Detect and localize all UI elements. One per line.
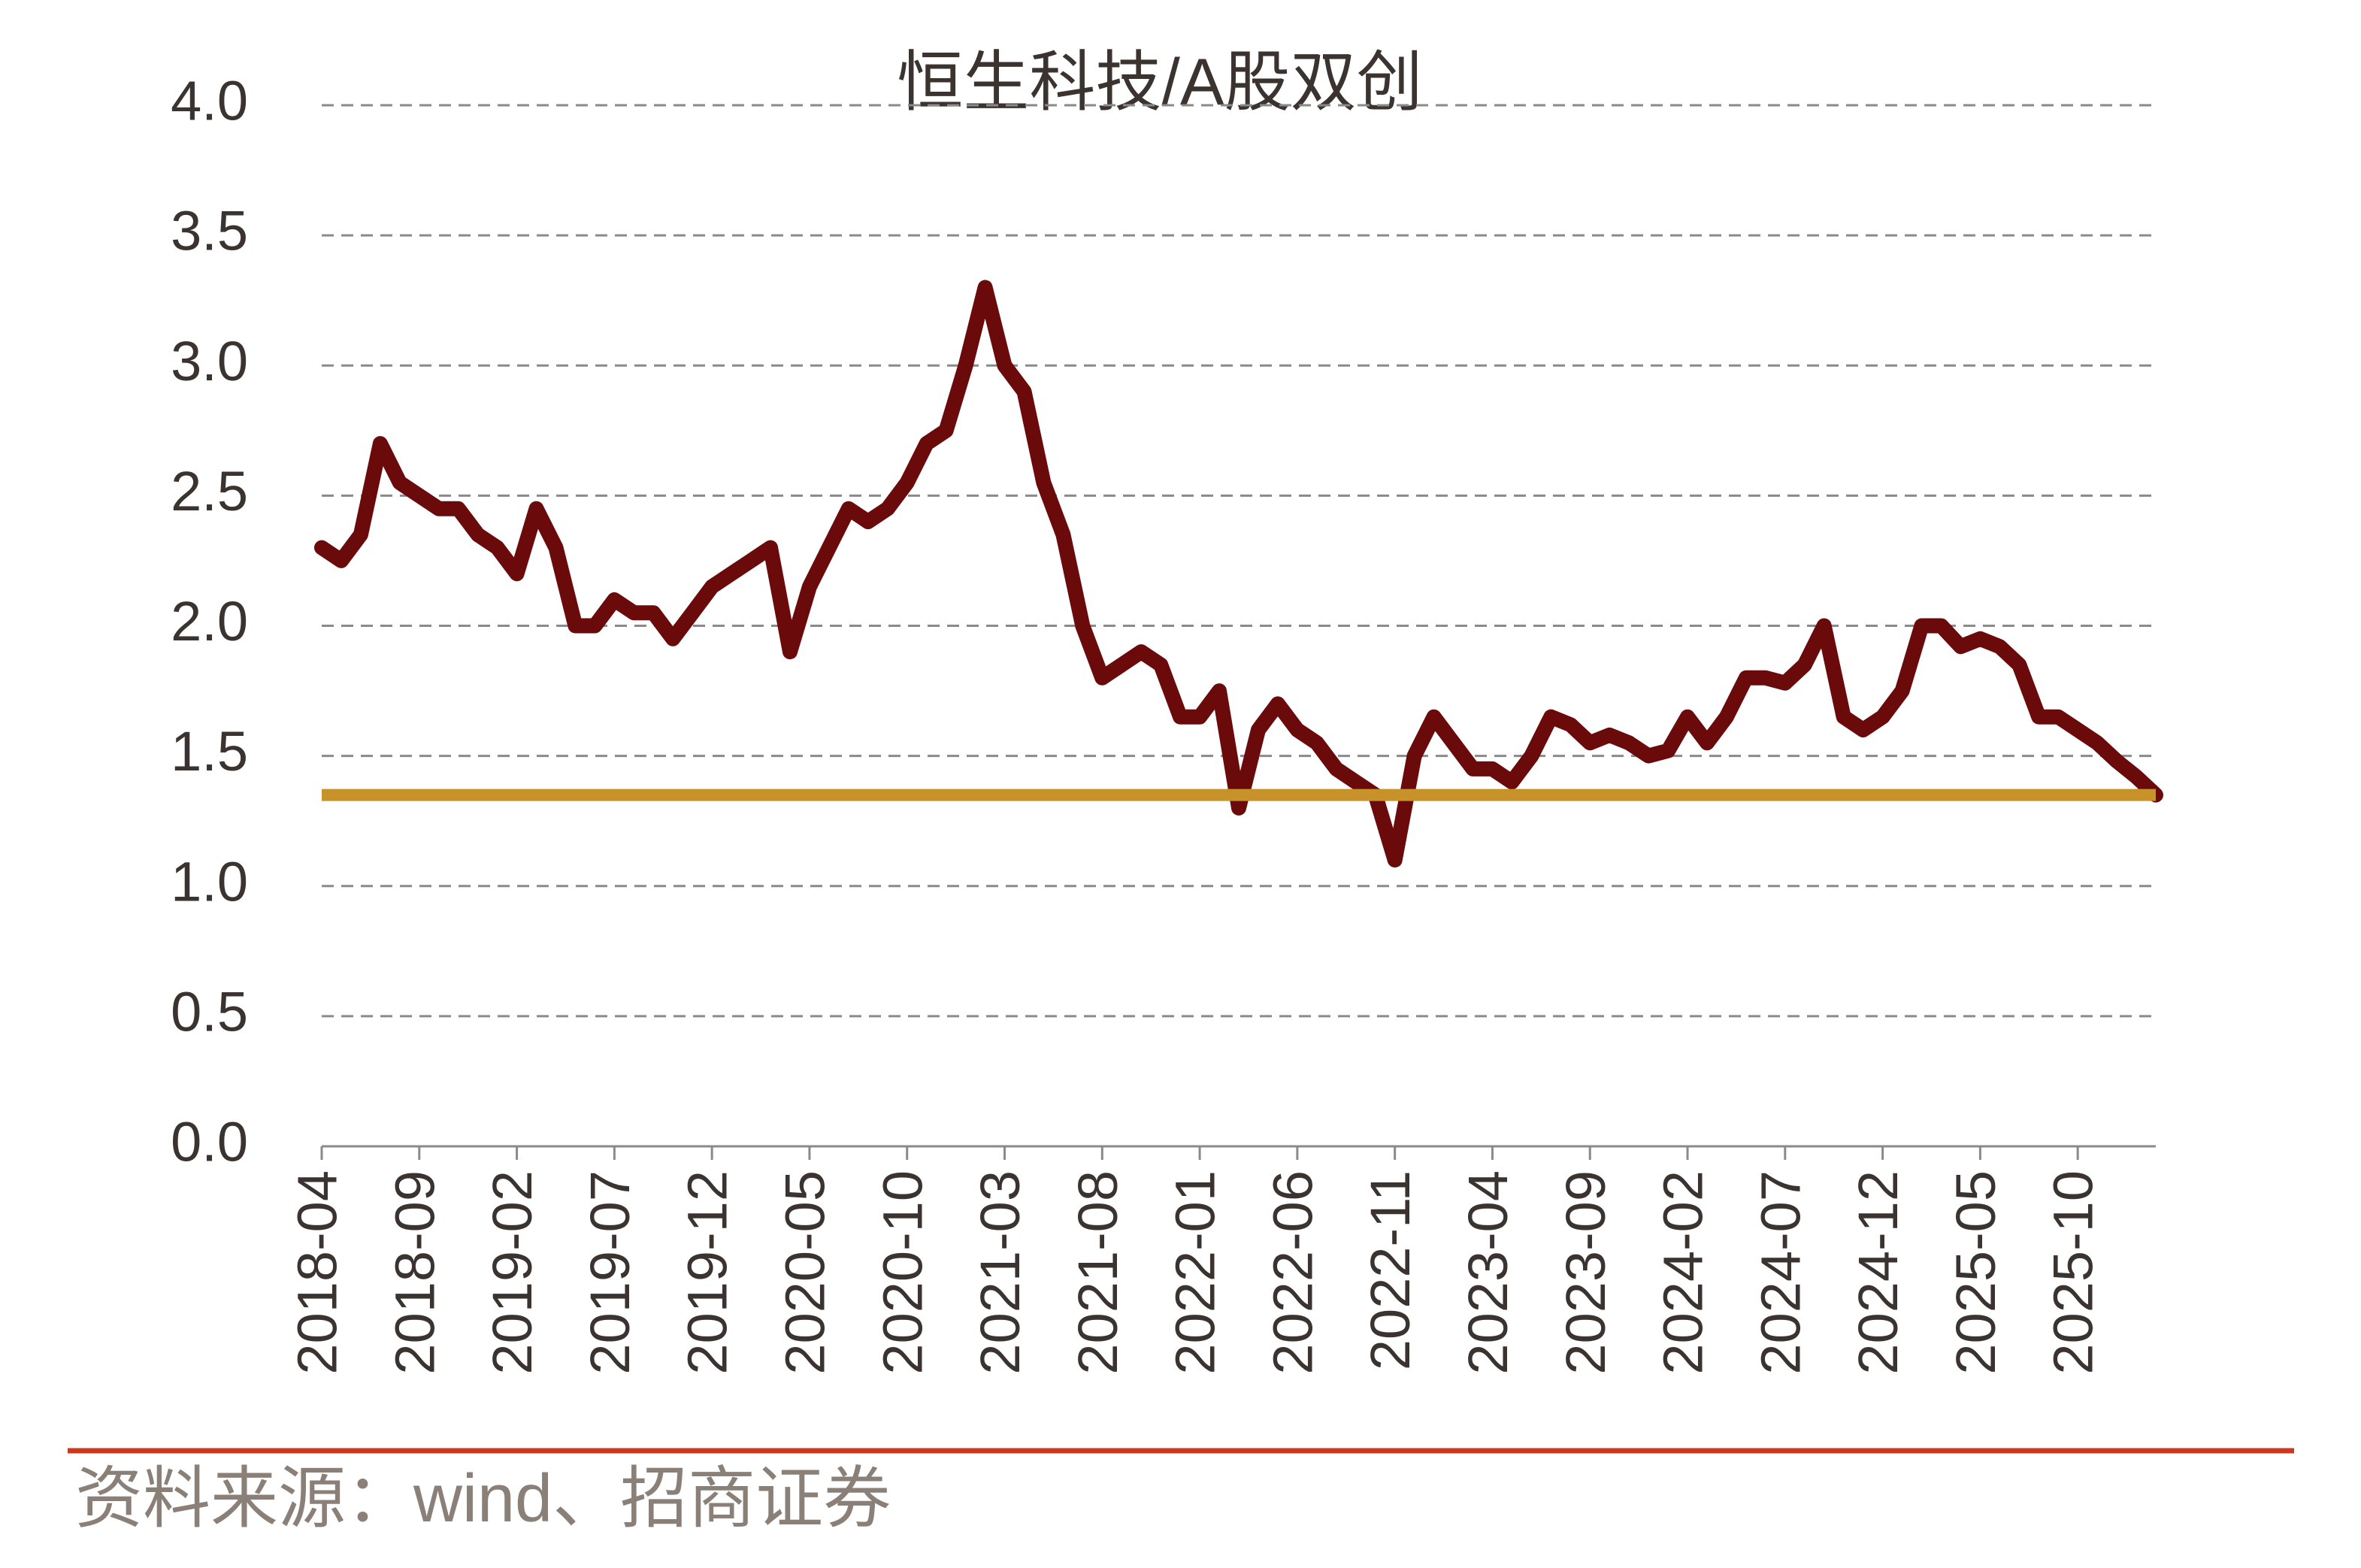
x-tick-label: 2022-01: [1164, 1170, 1227, 1375]
y-tick-label: 1.5: [171, 720, 248, 782]
x-tick-label: 2018-04: [286, 1170, 349, 1375]
chart-title: 恒生科技/A股双创: [897, 44, 1422, 119]
x-tick-label: 2023-09: [1554, 1170, 1617, 1375]
x-tick-label: 2019-02: [481, 1170, 543, 1375]
x-tick-label: 2019-07: [579, 1170, 641, 1375]
y-tick-label: 2.5: [171, 460, 248, 522]
x-tick-label: 2025-10: [2042, 1170, 2105, 1375]
y-tick-label: 0.5: [171, 980, 248, 1043]
y-tick-label: 0.0: [171, 1111, 248, 1173]
x-tick-label: 2022-06: [1261, 1170, 1324, 1375]
x-tick-label: 2021-03: [969, 1170, 1031, 1375]
x-tick-label: 2024-12: [1847, 1170, 1909, 1375]
x-tick-label: 2025-05: [1945, 1170, 2007, 1375]
y-tick-label: 2.0: [171, 590, 248, 652]
y-tick-label: 1.0: [171, 850, 248, 913]
x-tick-label: 2018-09: [383, 1170, 446, 1375]
x-tick-label: 2019-12: [677, 1170, 739, 1375]
x-tick-label: 2024-02: [1652, 1170, 1715, 1375]
x-tick-label: 2024-07: [1749, 1170, 1812, 1375]
y-tick-label: 4.0: [171, 70, 248, 132]
x-tick-label: 2023-04: [1457, 1170, 1519, 1375]
x-tick-label: 2021-08: [1067, 1170, 1129, 1375]
line-series: [314, 280, 2163, 868]
x-tick-label: 2022-11: [1359, 1170, 1421, 1370]
x-tick-label: 2020-05: [773, 1170, 836, 1375]
source-note: 资料来源：wind、招商证券: [75, 1461, 891, 1536]
x-tick-label: 2020-10: [871, 1170, 934, 1375]
y-tick-label: 3.0: [171, 330, 248, 392]
y-tick-label: 3.5: [171, 200, 248, 262]
